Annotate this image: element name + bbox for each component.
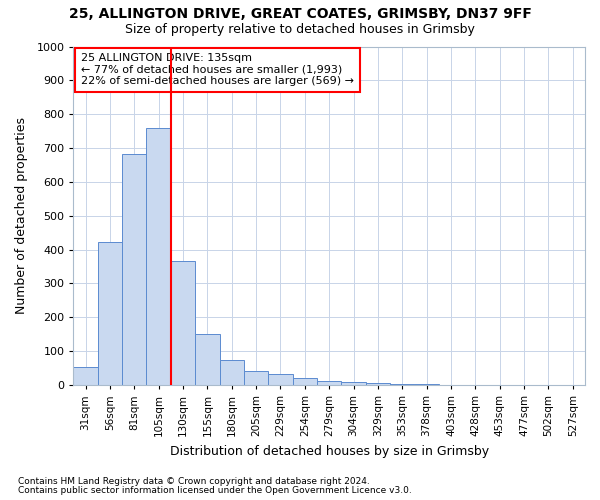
Bar — [171, 262, 195, 385]
Bar — [220, 360, 244, 385]
Bar — [98, 242, 122, 385]
Text: Size of property relative to detached houses in Grimsby: Size of property relative to detached ho… — [125, 22, 475, 36]
Text: Contains HM Land Registry data © Crown copyright and database right 2024.: Contains HM Land Registry data © Crown c… — [18, 477, 370, 486]
Bar — [390, 384, 415, 385]
Bar — [366, 384, 390, 385]
Bar — [341, 382, 366, 385]
Text: 25 ALLINGTON DRIVE: 135sqm
← 77% of detached houses are smaller (1,993)
22% of s: 25 ALLINGTON DRIVE: 135sqm ← 77% of deta… — [81, 54, 354, 86]
Bar — [244, 371, 268, 385]
X-axis label: Distribution of detached houses by size in Grimsby: Distribution of detached houses by size … — [170, 444, 489, 458]
Bar — [268, 374, 293, 385]
Bar — [122, 154, 146, 385]
Text: 25, ALLINGTON DRIVE, GREAT COATES, GRIMSBY, DN37 9FF: 25, ALLINGTON DRIVE, GREAT COATES, GRIMS… — [68, 8, 532, 22]
Bar — [195, 334, 220, 385]
Bar — [73, 368, 98, 385]
Text: Contains public sector information licensed under the Open Government Licence v3: Contains public sector information licen… — [18, 486, 412, 495]
Bar — [293, 378, 317, 385]
Bar — [415, 384, 439, 385]
Bar — [317, 381, 341, 385]
Bar — [146, 128, 171, 385]
Y-axis label: Number of detached properties: Number of detached properties — [15, 118, 28, 314]
